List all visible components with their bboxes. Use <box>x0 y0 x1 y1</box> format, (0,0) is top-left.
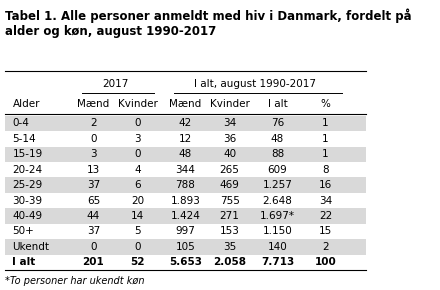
Bar <box>5 116 366 131</box>
Text: Kvinder: Kvinder <box>117 99 158 108</box>
Text: 12: 12 <box>179 134 192 144</box>
Text: 34: 34 <box>223 118 236 128</box>
Text: 37: 37 <box>87 180 100 190</box>
Text: 201: 201 <box>83 257 104 267</box>
Text: 5-14: 5-14 <box>12 134 36 144</box>
Text: 52: 52 <box>130 257 145 267</box>
Text: 0: 0 <box>90 134 97 144</box>
Text: 65: 65 <box>87 195 100 206</box>
Text: 1.424: 1.424 <box>171 211 200 221</box>
Text: 2.058: 2.058 <box>213 257 246 267</box>
Text: %: % <box>320 99 330 108</box>
Text: 1.697*: 1.697* <box>260 211 295 221</box>
Text: Kvinder: Kvinder <box>210 99 249 108</box>
Text: 48: 48 <box>271 134 284 144</box>
Text: 153: 153 <box>220 226 240 236</box>
Bar <box>5 208 366 224</box>
Text: 22: 22 <box>319 211 332 221</box>
Text: Tabel 1. Alle personer anmeldt med hiv i Danmark, fordelt på
alder og køn, augus: Tabel 1. Alle personer anmeldt med hiv i… <box>5 8 412 38</box>
Text: 36: 36 <box>223 134 236 144</box>
Text: 2.648: 2.648 <box>263 195 293 206</box>
Text: 13: 13 <box>87 165 100 175</box>
Text: 42: 42 <box>179 118 192 128</box>
Text: 44: 44 <box>87 211 100 221</box>
Text: 8: 8 <box>322 165 329 175</box>
Text: 2: 2 <box>90 118 97 128</box>
Text: I alt, august 1990-2017: I alt, august 1990-2017 <box>194 79 316 89</box>
Text: 20: 20 <box>131 195 144 206</box>
Text: 1: 1 <box>322 149 329 159</box>
Text: 6: 6 <box>134 180 141 190</box>
Text: 105: 105 <box>176 242 195 252</box>
Text: 15-19: 15-19 <box>12 149 43 159</box>
Text: 4: 4 <box>134 165 141 175</box>
Text: 30-39: 30-39 <box>12 195 43 206</box>
Text: 16: 16 <box>319 180 332 190</box>
Text: 1: 1 <box>322 134 329 144</box>
Bar <box>5 177 366 193</box>
Text: 40: 40 <box>223 149 236 159</box>
Text: 2017: 2017 <box>103 79 129 89</box>
Text: I alt: I alt <box>12 257 36 267</box>
Text: 14: 14 <box>131 211 144 221</box>
Bar <box>5 239 366 255</box>
Text: 20-24: 20-24 <box>12 165 43 175</box>
Text: 5: 5 <box>134 226 141 236</box>
Text: Mænd: Mænd <box>77 99 110 108</box>
Text: 37: 37 <box>87 226 100 236</box>
Text: 5.653: 5.653 <box>169 257 202 267</box>
Text: 344: 344 <box>176 165 195 175</box>
Text: 48: 48 <box>179 149 192 159</box>
Bar <box>5 146 366 162</box>
Text: 35: 35 <box>223 242 236 252</box>
Text: 15: 15 <box>319 226 332 236</box>
Text: 469: 469 <box>220 180 240 190</box>
Text: 609: 609 <box>268 165 287 175</box>
Text: 271: 271 <box>220 211 240 221</box>
Text: 100: 100 <box>315 257 336 267</box>
Text: 3: 3 <box>134 134 141 144</box>
Text: 3: 3 <box>90 149 97 159</box>
Text: 140: 140 <box>268 242 287 252</box>
Text: 265: 265 <box>220 165 240 175</box>
Text: 788: 788 <box>176 180 195 190</box>
Text: 1.257: 1.257 <box>263 180 293 190</box>
Text: 997: 997 <box>176 226 195 236</box>
Text: Ukendt: Ukendt <box>12 242 49 252</box>
Text: Mænd: Mænd <box>169 99 202 108</box>
Text: 25-29: 25-29 <box>12 180 43 190</box>
Text: *To personer har ukendt køn: *To personer har ukendt køn <box>5 276 145 286</box>
Text: 7.713: 7.713 <box>261 257 294 267</box>
Text: 0-4: 0-4 <box>12 118 29 128</box>
Text: 2: 2 <box>322 242 329 252</box>
Text: 0: 0 <box>134 118 141 128</box>
Text: 0: 0 <box>134 242 141 252</box>
Text: 755: 755 <box>220 195 240 206</box>
Text: I alt: I alt <box>268 99 287 108</box>
Text: 40-49: 40-49 <box>12 211 43 221</box>
Text: 1.893: 1.893 <box>171 195 200 206</box>
Text: 0: 0 <box>134 149 141 159</box>
Text: 76: 76 <box>271 118 284 128</box>
Text: 88: 88 <box>271 149 284 159</box>
Text: 0: 0 <box>90 242 97 252</box>
Text: 50+: 50+ <box>12 226 34 236</box>
Text: 1.150: 1.150 <box>263 226 293 236</box>
Text: Alder: Alder <box>12 99 40 108</box>
Text: 1: 1 <box>322 118 329 128</box>
Text: 34: 34 <box>319 195 332 206</box>
